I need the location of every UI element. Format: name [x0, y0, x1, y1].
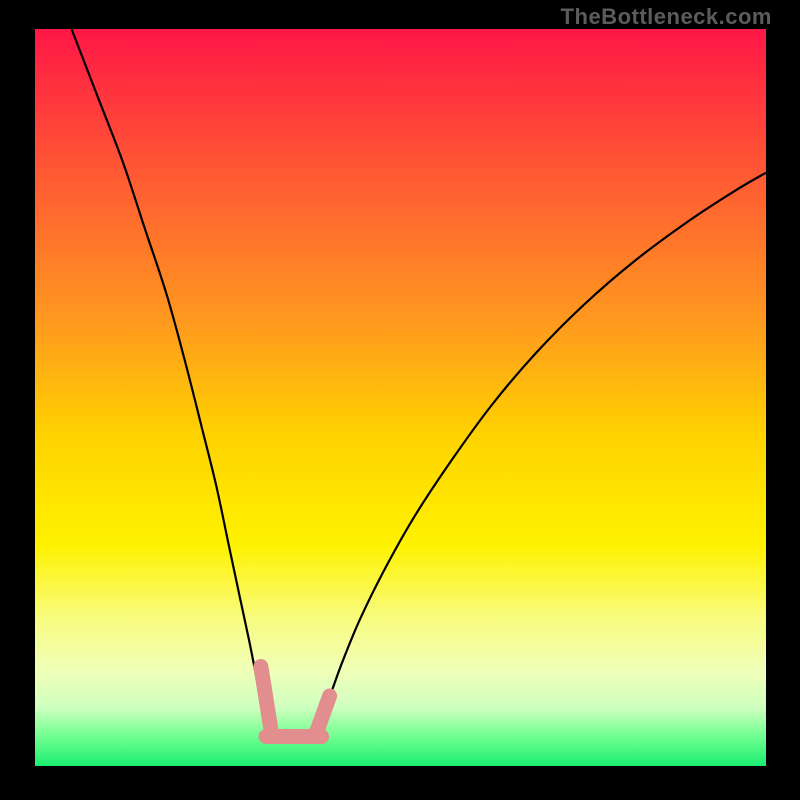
gradient-background — [35, 29, 766, 766]
chart-canvas: TheBottleneck.com — [0, 0, 800, 800]
watermark-text: TheBottleneck.com — [561, 4, 772, 30]
plot-area — [35, 29, 766, 766]
plot-svg — [35, 29, 766, 766]
